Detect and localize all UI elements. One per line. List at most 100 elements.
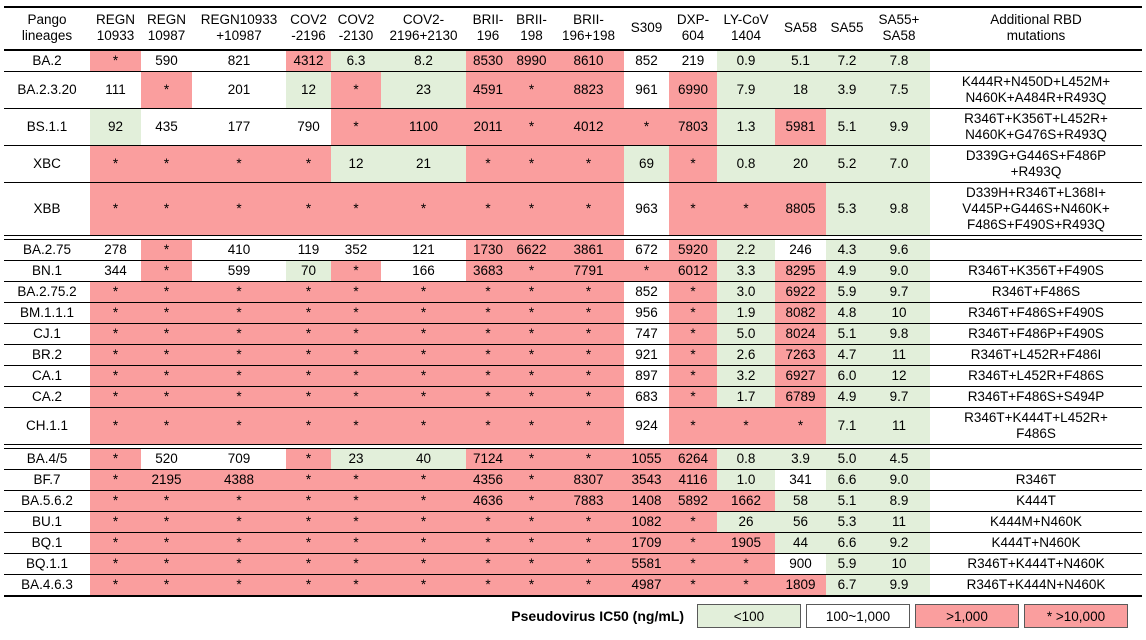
lineage-cell: BA.4/5: [4, 448, 90, 470]
column-header: COV2- 2196+2130: [381, 7, 466, 51]
ic50-value-cell: 3.9: [775, 448, 826, 470]
ic50-value-cell: 40: [381, 448, 466, 470]
ic50-value-cell: 7791: [553, 260, 624, 282]
ic50-value-cell: *: [192, 574, 286, 596]
ic50-value-cell: *: [141, 511, 192, 533]
ic50-value-cell: 410: [192, 239, 286, 261]
ic50-value-cell: *: [141, 344, 192, 366]
ic50-value-cell: *: [286, 145, 331, 183]
ic50-value-cell: 5.9: [826, 281, 868, 303]
ic50-value-cell: *: [90, 490, 141, 512]
ic50-value-cell: *: [90, 511, 141, 533]
ic50-value-cell: *: [286, 386, 331, 408]
ic50-value-cell: *: [669, 145, 717, 183]
table-row: BA.5.6.2 * * * * * * 4636 * 7883 1408 5892 1662 58 5.1…: [4, 490, 1142, 512]
ic50-value-cell: 111: [90, 71, 141, 109]
ic50-value-cell: 58: [775, 490, 826, 512]
ic50-value-cell: 7.9: [717, 71, 775, 109]
ic50-value-cell: *: [192, 386, 286, 408]
ic50-value-cell: 599: [192, 260, 286, 282]
ic50-value-cell: 9.9: [868, 574, 930, 596]
ic50-value-cell: 8.9: [868, 490, 930, 512]
rbd-mutations-cell: K444M+N460K: [930, 511, 1142, 533]
rbd-mutations-cell: K444R+N450D+L452M+ N460K+A484R+R493Q: [930, 71, 1142, 109]
ic50-value-cell: 2011: [466, 108, 510, 146]
ic50-value-cell: 6990: [669, 71, 717, 109]
ic50-value-cell: *: [192, 553, 286, 575]
ic50-value-cell: *: [192, 532, 286, 554]
lineage-cell: BA.2.75.2: [4, 281, 90, 303]
ic50-value-cell: *: [510, 448, 553, 470]
ic50-value-cell: 5.3: [826, 182, 868, 236]
ic50-value-cell: 5.1: [775, 49, 826, 72]
ic50-value-cell: 5.1: [826, 323, 868, 345]
ic50-value-cell: *: [669, 532, 717, 554]
ic50-value-cell: 11: [868, 407, 930, 445]
ic50-value-cell: *: [141, 323, 192, 345]
ic50-value-cell: *: [286, 182, 331, 236]
ic50-value-cell: *: [90, 553, 141, 575]
ic50-value-cell: *: [90, 49, 141, 72]
ic50-value-cell: *: [466, 574, 510, 596]
ic50-value-cell: 900: [775, 553, 826, 575]
ic50-value-cell: *: [553, 281, 624, 303]
ic50-value-cell: *: [381, 490, 466, 512]
table-row: BQ.1.1 * * * * * * * * * 5581 * * 900 5.9 10 R346T+K444T…: [4, 553, 1142, 575]
table-row: BU.1 * * * * * * * * * 1082 * 26 56 5.3 11 K444M+N460K: [4, 511, 1142, 533]
ic50-value-cell: *: [90, 469, 141, 491]
ic50-value-cell: *: [624, 108, 669, 146]
lineage-cell: BA.2.3.20: [4, 71, 90, 109]
ic50-value-cell: *: [331, 511, 381, 533]
ic50-value-cell: *: [669, 386, 717, 408]
legend-item: <100: [697, 604, 801, 628]
ic50-value-cell: 5.9: [826, 553, 868, 575]
ic50-value-cell: 6264: [669, 448, 717, 470]
ic50-value-cell: 1905: [717, 532, 775, 554]
ic50-value-cell: *: [669, 574, 717, 596]
table-row: BN.1 344 * 599 70 * 166 3683 * 7791 * 6012 3.3 8295 4.…: [4, 260, 1142, 282]
ic50-value-cell: *: [90, 182, 141, 236]
ic50-value-cell: 201: [192, 71, 286, 109]
table-header: Pango lineages REGN 10933 REGN 10987 REGN10…: [4, 7, 1142, 51]
ic50-value-cell: *: [381, 574, 466, 596]
ic50-value-cell: *: [192, 182, 286, 236]
ic50-value-cell: 5.3: [826, 511, 868, 533]
ic50-value-cell: *: [331, 532, 381, 554]
ic50-value-cell: *: [286, 448, 331, 470]
ic50-value-cell: 121: [381, 239, 466, 261]
ic50-value-cell: *: [717, 553, 775, 575]
ic50-value-cell: *: [90, 281, 141, 303]
ic50-value-cell: 956: [624, 302, 669, 324]
ic50-value-cell: 70: [286, 260, 331, 282]
ic50-value-cell: 3543: [624, 469, 669, 491]
ic50-value-cell: 8530: [466, 49, 510, 72]
ic50-value-cell: 12: [331, 145, 381, 183]
ic50-value-cell: 8307: [553, 469, 624, 491]
ic50-value-cell: 821: [192, 49, 286, 72]
ic50-value-cell: *: [553, 344, 624, 366]
ic50-value-cell: 7.5: [868, 71, 930, 109]
lineage-cell: BA.5.6.2: [4, 490, 90, 512]
ic50-value-cell: 921: [624, 344, 669, 366]
rbd-mutations-cell: R346T+F486P+F490S: [930, 323, 1142, 345]
table-row: CJ.1 * * * * * * * * * 747 * 5.0 8024 5.1 9.8 R346T+F486…: [4, 323, 1142, 345]
ic50-value-cell: 961: [624, 71, 669, 109]
ic50-value-cell: *: [466, 365, 510, 387]
rbd-mutations-cell: R346T+K356T+F490S: [930, 260, 1142, 282]
column-header: REGN 10933: [90, 7, 141, 51]
ic50-value-cell: 6927: [775, 365, 826, 387]
ic50-value-cell: 8295: [775, 260, 826, 282]
ic50-value-cell: 344: [90, 260, 141, 282]
ic50-value-cell: *: [90, 323, 141, 345]
ic50-value-cell: *: [192, 365, 286, 387]
rbd-mutations-cell: R346T+L452R+F486I: [930, 344, 1142, 366]
ic50-value-cell: *: [466, 407, 510, 445]
ic50-value-cell: 7883: [553, 490, 624, 512]
ic50-value-cell: *: [141, 260, 192, 282]
ic50-value-cell: *: [192, 511, 286, 533]
ic50-value-cell: 1408: [624, 490, 669, 512]
ic50-value-cell: *: [381, 182, 466, 236]
ic50-value-cell: 5920: [669, 239, 717, 261]
ic50-value-cell: *: [553, 407, 624, 445]
table-row: CA.1 * * * * * * * * * 897 * 3.2 6927 6.0 12 R346T+L452R…: [4, 365, 1142, 387]
